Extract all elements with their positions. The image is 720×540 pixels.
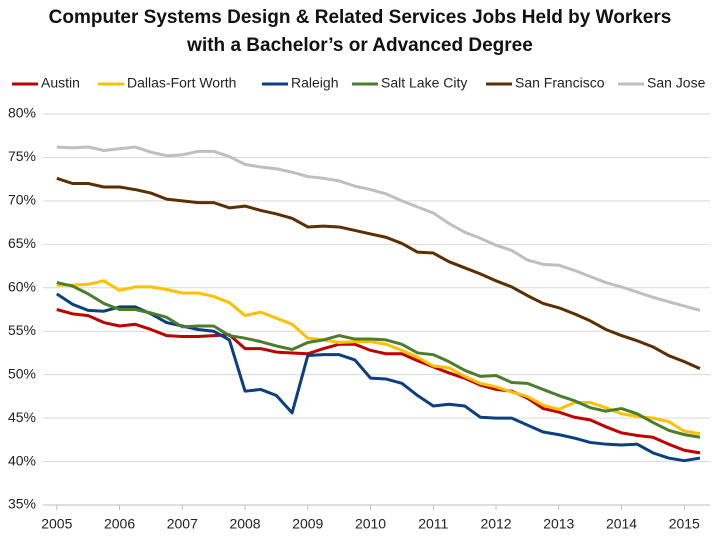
series-line [55,292,701,463]
legend-label: San Francisco [515,75,605,91]
x-tick-label: 2011 [418,516,448,532]
x-tick-label: 2008 [229,516,260,532]
chart-title: with a Bachelor’s or Advanced Degree [186,35,533,56]
legend-label: Salt Lake City [381,75,467,91]
y-tick-label: 75% [8,148,36,164]
legend-label: Dallas-Fort Worth [127,75,236,91]
x-tick-label: 2010 [355,516,386,532]
y-tick-label: 45% [8,409,36,425]
series-line [56,308,701,455]
x-tick-label: 2015 [669,516,700,532]
x-tick-label: 2006 [104,516,135,532]
x-tick-label: 2009 [292,516,323,532]
y-tick-label: 50% [8,365,36,381]
y-tick-label: 80% [8,105,36,121]
x-tick-label: 2014 [606,516,637,532]
x-tick-label: 2007 [167,516,198,532]
series-line [56,281,701,439]
series-line [56,145,701,312]
y-tick-label: 60% [8,278,36,294]
y-tick-label: 40% [8,452,36,468]
y-tick-label: 55% [8,322,36,338]
x-tick-label: 2012 [480,516,511,532]
legend-label: San Jose [647,75,706,91]
series-line [56,176,701,370]
legend-label: Austin [41,75,80,91]
y-tick-label: 70% [8,192,36,208]
x-tick-label: 2005 [41,516,72,532]
y-tick-label: 65% [8,235,36,251]
chart-title: Computer Systems Design & Related Servic… [49,7,672,28]
series-line [56,279,701,436]
x-tick-label: 2013 [543,516,574,532]
y-tick-label: 35% [8,496,36,512]
legend-label: Raleigh [291,75,338,91]
